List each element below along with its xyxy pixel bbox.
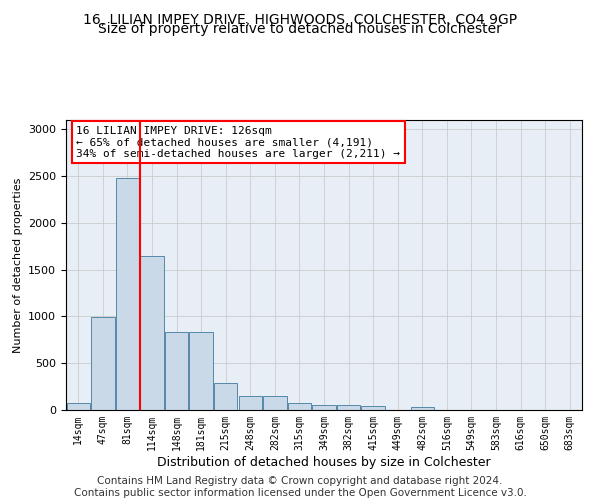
Text: Contains HM Land Registry data © Crown copyright and database right 2024.
Contai: Contains HM Land Registry data © Crown c… xyxy=(74,476,526,498)
Bar xyxy=(239,396,262,410)
Bar xyxy=(263,396,287,410)
Bar xyxy=(67,403,90,410)
Bar xyxy=(190,332,213,410)
Bar xyxy=(91,318,115,410)
Bar xyxy=(140,256,164,410)
Text: 16 LILIAN IMPEY DRIVE: 126sqm
← 65% of detached houses are smaller (4,191)
34% o: 16 LILIAN IMPEY DRIVE: 126sqm ← 65% of d… xyxy=(76,126,400,159)
Bar xyxy=(361,406,385,410)
Y-axis label: Number of detached properties: Number of detached properties xyxy=(13,178,23,352)
Bar xyxy=(337,406,360,410)
Bar xyxy=(116,178,139,410)
Bar xyxy=(165,332,188,410)
Bar xyxy=(288,403,311,410)
Bar xyxy=(410,407,434,410)
X-axis label: Distribution of detached houses by size in Colchester: Distribution of detached houses by size … xyxy=(157,456,491,468)
Bar xyxy=(313,406,335,410)
Text: 16, LILIAN IMPEY DRIVE, HIGHWOODS, COLCHESTER, CO4 9GP: 16, LILIAN IMPEY DRIVE, HIGHWOODS, COLCH… xyxy=(83,12,517,26)
Bar xyxy=(214,383,238,410)
Text: Size of property relative to detached houses in Colchester: Size of property relative to detached ho… xyxy=(98,22,502,36)
